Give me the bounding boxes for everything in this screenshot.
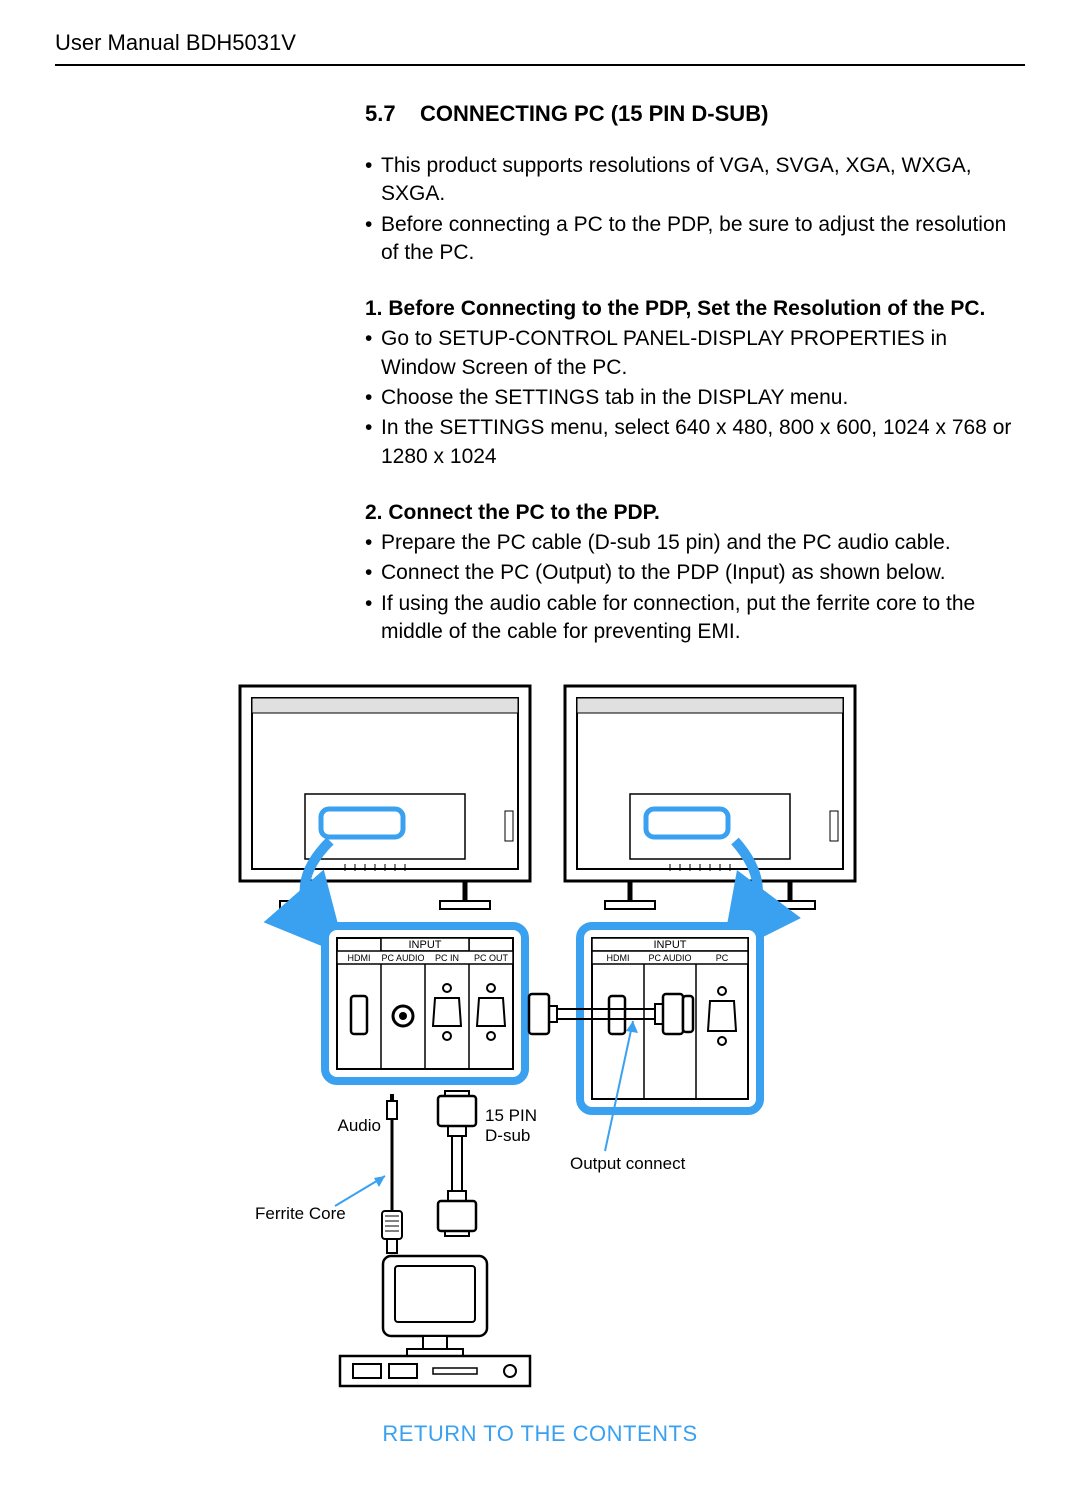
svg-text:PC AUDIO: PC AUDIO xyxy=(648,953,691,963)
computer-icon xyxy=(340,1256,530,1386)
svg-text:INPUT: INPUT xyxy=(654,939,687,951)
svg-text:HDMI: HDMI xyxy=(607,953,630,963)
connection-diagram: INPUT HDMI PC AUDIO PC IN PC OUT xyxy=(185,676,945,1396)
section-number: 5.7 xyxy=(365,101,396,126)
svg-text:PC OUT: PC OUT xyxy=(474,953,509,963)
ferrite-core-label: Ferrite Core xyxy=(255,1204,346,1224)
tv-right-icon xyxy=(565,686,855,909)
bullet-text: Go to SETUP-CONTROL PANEL-DISPLAY PROPER… xyxy=(381,325,1015,382)
header-title: User Manual BDH5031V xyxy=(55,30,296,55)
section-title: 5.7 CONNECTING PC (15 PIN D-SUB) xyxy=(365,101,1015,127)
audio-label: Audio xyxy=(333,1116,381,1136)
svg-text:HDMI: HDMI xyxy=(348,953,371,963)
step-bullets: •Prepare the PC cable (D-sub 15 pin) and… xyxy=(365,529,1015,646)
bullet-text: Before connecting a PC to the PDP, be su… xyxy=(381,211,1015,268)
svg-text:PC IN: PC IN xyxy=(435,953,459,963)
intro-bullets: •This product supports resolutions of VG… xyxy=(365,152,1015,267)
audio-cable-icon xyxy=(382,1094,402,1253)
bullet-text: If using the audio cable for connection,… xyxy=(381,590,1015,647)
input-panel-left: INPUT HDMI PC AUDIO PC IN PC OUT xyxy=(325,926,525,1081)
svg-text:INPUT: INPUT xyxy=(409,939,442,951)
section-heading: CONNECTING PC (15 PIN D-SUB) xyxy=(420,101,768,126)
step-heading: 2. Connect the PC to the PDP. xyxy=(365,501,1015,525)
bullet-text: Connect the PC (Output) to the PDP (Inpu… xyxy=(381,559,946,587)
bullet-text: In the SETTINGS menu, select 640 x 480, … xyxy=(381,414,1015,471)
step-heading: 1. Before Connecting to the PDP, Set the… xyxy=(365,297,1015,321)
output-connect-label: Output connect xyxy=(570,1154,685,1174)
svg-text:PC: PC xyxy=(716,953,729,963)
bullet-text: Prepare the PC cable (D-sub 15 pin) and … xyxy=(381,529,951,557)
tv-left-icon xyxy=(240,686,530,909)
bullet-text: This product supports resolutions of VGA… xyxy=(381,152,1015,209)
header: User Manual BDH5031V xyxy=(55,30,1025,66)
return-to-contents-link[interactable]: RETURN TO THE CONTENTS xyxy=(55,1421,1025,1447)
step-bullets: •Go to SETUP-CONTROL PANEL-DISPLAY PROPE… xyxy=(365,325,1015,471)
dsub-cable-icon xyxy=(438,1091,476,1236)
bullet-text: Choose the SETTINGS tab in the DISPLAY m… xyxy=(381,384,848,412)
svg-text:PC AUDIO: PC AUDIO xyxy=(381,953,424,963)
dsub-label: 15 PIN D-sub xyxy=(485,1106,555,1146)
